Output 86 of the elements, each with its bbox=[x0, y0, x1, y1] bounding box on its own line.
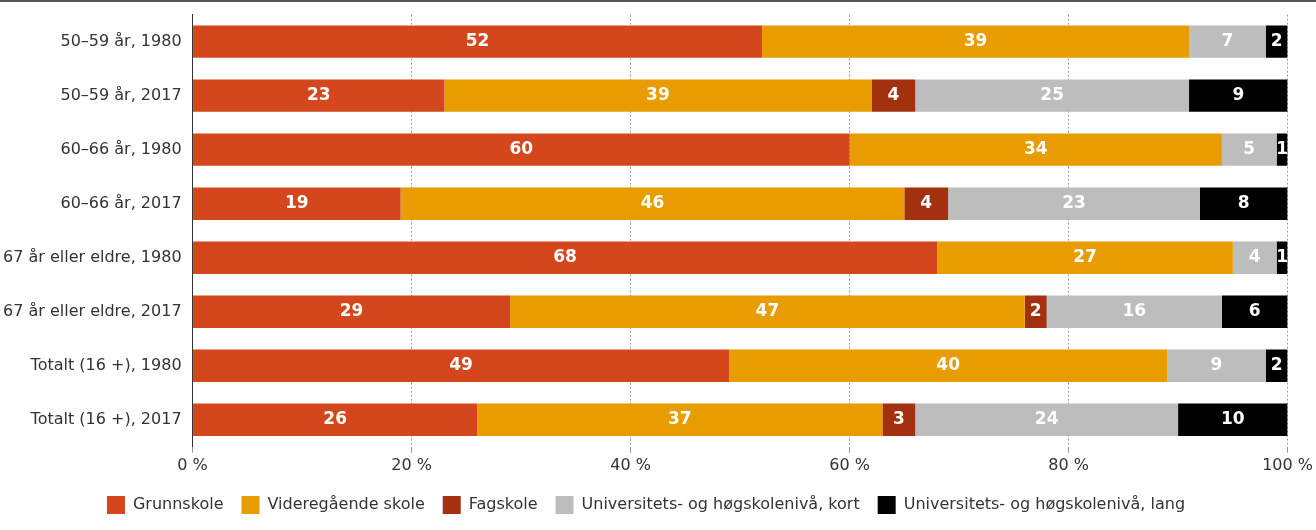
bar bbox=[761, 25, 1190, 58]
y-tick-label: 60–66 år, 2017 bbox=[60, 192, 182, 212]
data-label: 39 bbox=[646, 84, 670, 105]
legend-label: Fagskole bbox=[468, 494, 538, 514]
bar bbox=[1189, 25, 1266, 58]
x-tick-label: 80 % bbox=[1048, 454, 1089, 474]
data-label: 46 bbox=[640, 192, 665, 213]
data-label: 19 bbox=[285, 192, 309, 213]
legend-label: Grunnskole bbox=[132, 494, 224, 514]
data-label: 26 bbox=[323, 408, 347, 429]
data-label: 39 bbox=[963, 30, 988, 51]
y-tick-label: 60–66 år, 1980 bbox=[60, 138, 182, 158]
y-tick-label: Totalt (16 +), 2017 bbox=[29, 408, 182, 428]
data-label: 34 bbox=[1023, 138, 1048, 159]
bar bbox=[849, 133, 1222, 166]
bar bbox=[1046, 295, 1222, 328]
data-label: 9 bbox=[1232, 84, 1245, 105]
bar bbox=[193, 187, 401, 220]
data-label: 40 bbox=[936, 354, 961, 375]
bar bbox=[882, 403, 916, 436]
bar bbox=[948, 187, 1200, 220]
y-tick-label: 50–59 år, 2017 bbox=[60, 84, 182, 104]
data-label: 27 bbox=[1073, 246, 1097, 267]
data-label: 2 bbox=[1029, 300, 1042, 321]
bar bbox=[915, 79, 1190, 112]
x-tick-label: 40 % bbox=[610, 454, 651, 474]
bar bbox=[193, 349, 730, 382]
legend-label: Videregående skole bbox=[267, 494, 425, 514]
bar bbox=[729, 349, 1168, 382]
data-label: 1 bbox=[1276, 138, 1289, 159]
data-label: 25 bbox=[1040, 84, 1064, 105]
bar bbox=[193, 241, 938, 274]
y-tick-label: 67 år eller eldre, 1980 bbox=[3, 246, 182, 266]
bar bbox=[1189, 79, 1288, 112]
data-label: 29 bbox=[339, 300, 364, 321]
data-label: 3 bbox=[892, 408, 905, 429]
bar bbox=[193, 295, 511, 328]
data-label: 2 bbox=[1270, 30, 1283, 51]
bar bbox=[915, 403, 1179, 436]
data-label: 16 bbox=[1122, 300, 1147, 321]
data-label: 4 bbox=[920, 192, 933, 213]
data-label: 60 bbox=[509, 138, 534, 159]
x-tick-label: 60 % bbox=[829, 454, 870, 474]
data-label: 8 bbox=[1237, 192, 1250, 213]
data-label: 24 bbox=[1034, 408, 1059, 429]
data-label: 5 bbox=[1243, 138, 1256, 159]
data-label: 49 bbox=[449, 354, 473, 375]
bar bbox=[1221, 295, 1288, 328]
bar bbox=[937, 241, 1233, 274]
data-label: 9 bbox=[1210, 354, 1223, 375]
bar bbox=[1232, 241, 1277, 274]
data-label: 52 bbox=[465, 30, 490, 51]
bar bbox=[1199, 187, 1288, 220]
bar bbox=[193, 133, 850, 166]
y-tick-label: 67 år eller eldre, 2017 bbox=[3, 300, 182, 320]
bar bbox=[1167, 349, 1266, 382]
bar bbox=[510, 295, 1025, 328]
bar bbox=[193, 403, 478, 436]
data-label: 6 bbox=[1248, 300, 1261, 321]
data-label: 47 bbox=[755, 300, 780, 321]
bar bbox=[871, 79, 916, 112]
x-tick-label: 20 % bbox=[391, 454, 432, 474]
data-label: 2 bbox=[1270, 354, 1283, 375]
y-tick-label: Totalt (16 +), 1980 bbox=[29, 354, 182, 374]
data-label: 23 bbox=[1062, 192, 1086, 213]
data-label: 37 bbox=[668, 408, 692, 429]
x-tick-label: 100 % bbox=[1262, 454, 1313, 474]
legend-label: Universitets- og høgskolenivå, kort bbox=[581, 494, 860, 514]
bar bbox=[904, 187, 949, 220]
data-label: 4 bbox=[887, 84, 900, 105]
data-label: 7 bbox=[1221, 30, 1234, 51]
bar bbox=[400, 187, 905, 220]
bar bbox=[193, 25, 762, 58]
bar bbox=[444, 79, 872, 112]
data-label: 1 bbox=[1276, 246, 1289, 267]
bar bbox=[193, 79, 445, 112]
legend-label: Universitets- og høgskolenivå, lang bbox=[903, 494, 1186, 514]
data-label: 23 bbox=[306, 84, 331, 105]
data-label: 68 bbox=[553, 246, 577, 267]
bar bbox=[1221, 133, 1277, 166]
bar bbox=[477, 403, 883, 436]
data-label: 4 bbox=[1248, 246, 1261, 267]
y-tick-label: 50–59 år, 1980 bbox=[60, 30, 182, 50]
x-tick-label: 0 % bbox=[177, 454, 208, 474]
data-label: 10 bbox=[1221, 408, 1245, 429]
bar bbox=[1178, 403, 1288, 436]
